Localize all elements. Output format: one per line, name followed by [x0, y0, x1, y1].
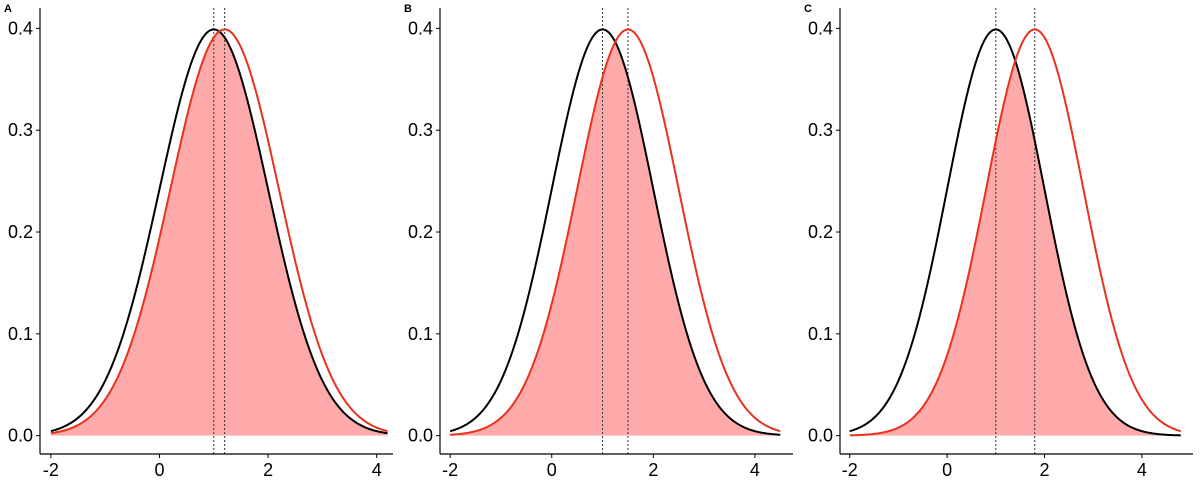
overlap-fill	[849, 60, 1181, 436]
y-tick-label: 0.2	[8, 222, 33, 242]
x-tick-label: 2	[648, 460, 658, 480]
y-tick-label: 0.0	[408, 426, 433, 446]
x-tick-label: 2	[263, 460, 273, 480]
y-tick-label: 0.4	[8, 18, 33, 38]
y-tick-label: 0.2	[408, 222, 433, 242]
x-tick-label: 4	[372, 460, 382, 480]
panel-b: 0.0 0.1 0.2 0.3 0.4 -2 0 2 4 B	[404, 3, 793, 480]
panel-label: C	[804, 3, 812, 15]
panel-c: 0.0 0.1 0.2 0.3 0.4 -2 0 2 4 C	[804, 3, 1193, 480]
panel-label: A	[4, 3, 12, 15]
y-tick-label: 0.1	[408, 324, 433, 344]
y-tick-label: 0.2	[808, 222, 833, 242]
y-tick-label: 0.4	[808, 18, 833, 38]
x-tick-label: -2	[43, 460, 59, 480]
y-tick-label: 0.1	[8, 324, 33, 344]
y-tick-label: 0.0	[8, 426, 33, 446]
panel-a: 0.0 0.1 0.2 0.3 0.4 -2 0 2 4 A	[4, 3, 393, 480]
density-curve-red	[450, 28, 781, 436]
x-tick-label: -2	[842, 460, 858, 480]
y-tick-label: 0.3	[408, 120, 433, 140]
y-tick-label: 0.0	[808, 426, 833, 446]
x-tick-label: 0	[942, 460, 952, 480]
overlap-fill	[450, 41, 781, 436]
x-tick-label: 2	[1039, 460, 1049, 480]
x-tick-label: -2	[442, 460, 458, 480]
x-tick-label: 0	[154, 460, 164, 480]
y-tick-label: 0.1	[808, 324, 833, 344]
x-tick-label: 4	[1137, 460, 1147, 480]
overlap-fill	[50, 31, 388, 436]
x-tick-label: 4	[750, 460, 760, 480]
density-curve-red	[50, 28, 388, 435]
y-tick-label: 0.4	[408, 18, 433, 38]
x-tick-label: 0	[547, 460, 557, 480]
density-curve-red	[849, 28, 1182, 437]
y-tick-label: 0.3	[808, 120, 833, 140]
panel-label: B	[404, 3, 412, 15]
y-tick-label: 0.3	[8, 120, 33, 140]
